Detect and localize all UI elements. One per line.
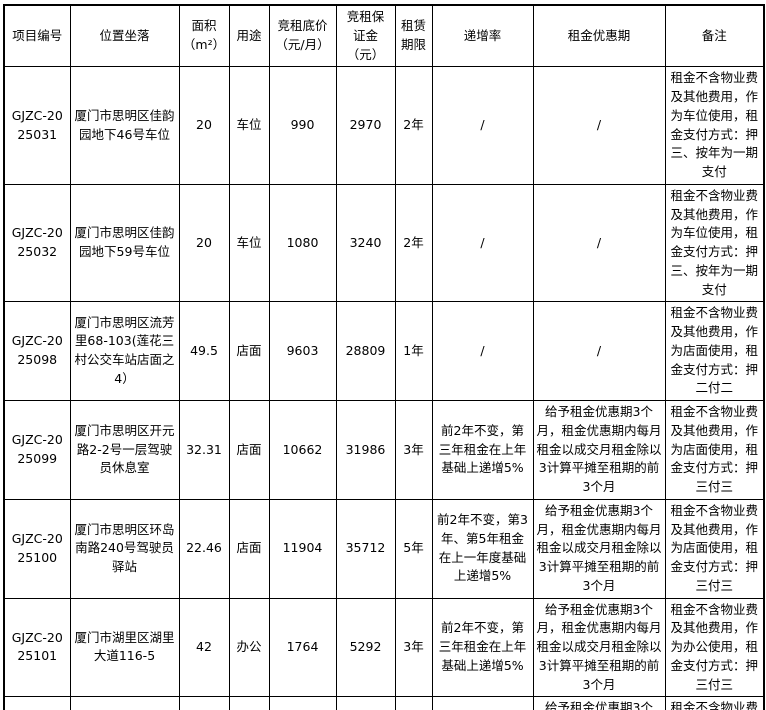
cell-discount-period: /: [532, 183, 666, 303]
cell-term: 5年: [394, 498, 433, 599]
cell-use: 店面: [228, 301, 270, 401]
cell-project-id: GJZC-2025101: [3, 597, 71, 698]
cell-area: 49.5: [178, 301, 230, 401]
header-note: 备注: [664, 4, 765, 68]
cell-discount-period: 给予租金优惠期3个月，租金优惠期内每月租金以成交月租金除以3计算平摊至租期的前3…: [532, 498, 666, 599]
cell-deposit: 22245: [335, 696, 396, 710]
cell-note: 租金不含物业费及其他费用，作为店面使用，租金支付方式：押三付三: [664, 498, 765, 599]
cell-use: 店面: [228, 498, 270, 599]
cell-location: 厦门市思明区开元路2-2号一层驾驶员休息室: [69, 400, 180, 500]
cell-project-id: GJZC-2025032: [3, 183, 71, 303]
cell-discount-period: /: [532, 301, 666, 401]
cell-increase-rate: 前2年不变，第3年、第5年租金在上一年度基础上递增5%: [431, 498, 534, 599]
cell-deposit: 2970: [335, 66, 396, 185]
cell-term: 3年: [394, 597, 433, 698]
cell-increase-rate: 前2年不变，第三年租金在上年基础上递增5%: [431, 696, 534, 710]
cell-discount-period: 给予租金优惠期3个月，租金优惠期内每月租金以成交月租金除以3计算平摊至租期的前3…: [532, 696, 666, 710]
cell-increase-rate: 前2年不变，第三年租金在上年基础上递增5%: [431, 400, 534, 500]
cell-base-price: 11904: [268, 498, 337, 599]
cell-term: 1年: [394, 301, 433, 401]
cell-use: 店面: [228, 400, 270, 500]
cell-use: 车位: [228, 183, 270, 303]
cell-term: 3年: [394, 400, 433, 500]
cell-base-price: 1764: [268, 597, 337, 698]
cell-increase-rate: 前2年不变，第三年租金在上年基础上递增5%: [431, 597, 534, 698]
table-row: GJZC-2025098 厦门市思明区流芳里68-103(莲花三村公交车站店面之…: [3, 301, 765, 401]
cell-project-id: GJZC-2025099: [3, 400, 71, 500]
cell-deposit: 28809: [335, 301, 396, 401]
cell-location: 厦门市思明区环岛南路240号驾驶员驿站: [69, 498, 180, 599]
cell-note: 租金不含物业费及其他费用，作为车位使用，租金支付方式：押三、按年为一期支付: [664, 183, 765, 303]
cell-location: 厦门市思明区佳韵园地下46号车位: [69, 66, 180, 185]
cell-area: 32.31: [178, 400, 230, 500]
cell-note: 租金不含物业费及其他费用，作为店面使用，租金支付方式：押二付二: [664, 696, 765, 710]
table-row: GJZC-2025100 厦门市思明区环岛南路240号驾驶员驿站 22.46 店…: [3, 498, 765, 599]
cell-location: 厦门市湖里区湖里大道116-5: [69, 597, 180, 698]
cell-area: 105.92: [178, 696, 230, 710]
header-location: 位置坐落: [69, 4, 180, 68]
table-row: GJZC-2025101 厦门市湖里区湖里大道116-5 42 办公 1764 …: [3, 597, 765, 698]
table-row: GJZC-2025032 厦门市思明区佳韵园地下59号车位 20 车位 1080…: [3, 183, 765, 303]
cell-base-price: 990: [268, 66, 337, 185]
header-use: 用途: [228, 4, 270, 68]
cell-discount-period: 给予租金优惠期3个月，租金优惠期内每月租金以成交月租金除以3计算平摊至租期的前3…: [532, 597, 666, 698]
cell-area: 20: [178, 183, 230, 303]
cell-project-id: GJZC-2025100: [3, 498, 71, 599]
cell-increase-rate: /: [431, 183, 534, 303]
header-increase-rate: 递增率: [431, 4, 534, 68]
cell-project-id: GJZC-2025098: [3, 301, 71, 401]
table-row: GJZC-2025031 厦门市思明区佳韵园地下46号车位 20 车位 990 …: [3, 66, 765, 185]
cell-base-price: 7415: [268, 696, 337, 710]
header-area: 面积 （m²）: [178, 4, 230, 68]
cell-area: 20: [178, 66, 230, 185]
table-row: GJZC-2025099 厦门市思明区开元路2-2号一层驾驶员休息室 32.31…: [3, 400, 765, 500]
header-project-id: 项目编号: [3, 4, 71, 68]
cell-deposit: 35712: [335, 498, 396, 599]
cell-increase-rate: /: [431, 66, 534, 185]
cell-discount-period: /: [532, 66, 666, 185]
cell-base-price: 10662: [268, 400, 337, 500]
cell-project-id: GJZC-2025031: [3, 66, 71, 185]
cell-note: 租金不含物业费及其他费用，作为店面使用，租金支付方式：押二付二: [664, 301, 765, 401]
cell-base-price: 9603: [268, 301, 337, 401]
cell-term: 2年: [394, 183, 433, 303]
cell-use: 店面: [228, 696, 270, 710]
header-term: 租赁 期限: [394, 4, 433, 68]
cell-location: 厦门市思明区佳韵园地下59号车位: [69, 183, 180, 303]
cell-area: 42: [178, 597, 230, 698]
cell-note: 租金不含物业费及其他费用，作为店面使用，租金支付方式：押三付三: [664, 400, 765, 500]
cell-area: 22.46: [178, 498, 230, 599]
cell-use: 车位: [228, 66, 270, 185]
header-discount-period: 租金优惠期: [532, 4, 666, 68]
cell-location: 厦门市思明区仙岳路400号之12: [69, 696, 180, 710]
cell-note: 租金不含物业费及其他费用，作为车位使用，租金支付方式：押三、按年为一期支付: [664, 66, 765, 185]
header-deposit: 竞租保 证金 （元）: [335, 4, 396, 68]
cell-term: 3年: [394, 696, 433, 710]
lease-listings-table: 项目编号 位置坐落 面积 （m²） 用途 竞租底价 （元/月） 竞租保 证金 （…: [3, 4, 765, 710]
cell-base-price: 1080: [268, 183, 337, 303]
cell-increase-rate: /: [431, 301, 534, 401]
cell-discount-period: 给予租金优惠期3个月，租金优惠期内每月租金以成交月租金除以3计算平摊至租期的前3…: [532, 400, 666, 500]
cell-project-id: GJZC-2025055: [3, 696, 71, 710]
table-header-row: 项目编号 位置坐落 面积 （m²） 用途 竞租底价 （元/月） 竞租保 证金 （…: [3, 4, 765, 68]
cell-location: 厦门市思明区流芳里68-103(莲花三村公交车站店面之4）: [69, 301, 180, 401]
table-row: GJZC-2025055 厦门市思明区仙岳路400号之12 105.92 店面 …: [3, 696, 765, 710]
cell-deposit: 31986: [335, 400, 396, 500]
cell-term: 2年: [394, 66, 433, 185]
header-base-price: 竞租底价 （元/月）: [268, 4, 337, 68]
cell-note: 租金不含物业费及其他费用，作为办公使用，租金支付方式：押三付三: [664, 597, 765, 698]
cell-use: 办公: [228, 597, 270, 698]
cell-deposit: 5292: [335, 597, 396, 698]
cell-deposit: 3240: [335, 183, 396, 303]
